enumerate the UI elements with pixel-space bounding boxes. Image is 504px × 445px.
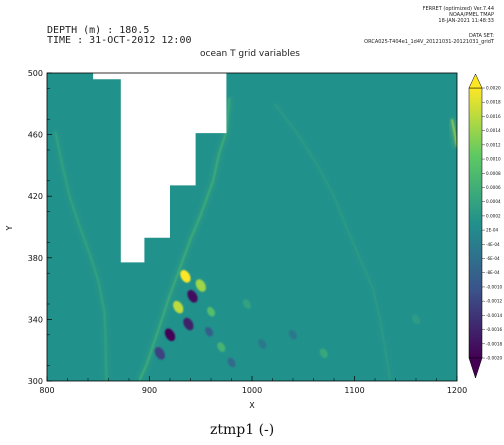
hotspot-14 [242,299,251,309]
front-features [53,97,457,381]
colorbar-labels: 0.0020 0.0018 0.0016 0.0014 0.0012 0.0010 0.00… [482,86,502,361]
colorbar-tick-label: -0.0020 [486,356,502,361]
colorbar-tick-label: 0.0004 [486,199,501,204]
y-tick-label: 340 [28,315,43,324]
hotspot-5 [183,317,194,331]
colorbar-tick-label: -0.0018 [486,341,502,346]
hotspot-7 [154,347,165,360]
x-tick-label: 1100 [344,386,364,395]
dataset-info: DATA SET: ORCA025-T404e1_1d4V_20121031-2… [364,33,494,45]
colorbar-bottom-arrow [468,357,483,379]
dataset-line-1: DATA SET: [469,33,494,39]
colorbar-tick-label: -0.0016 [486,327,502,332]
colorbar-tick-label: 0.0008 [486,171,501,176]
x-axis-label: X [249,401,255,410]
colorbar-tick-label: -4E-04 [486,242,500,247]
colorbar-tick-label: -0.0010 [486,284,502,289]
hotspot-1 [180,270,191,283]
chart-title: ocean T grid variables [200,49,300,59]
colorbar-top-arrow [468,73,483,89]
colorbar: 0.0020 0.0018 0.0016 0.0014 0.0012 0.0010 0.00… [468,73,502,379]
axes: 800 900 1000 1100 1200 300 340 380 420 460 500 [28,69,467,395]
ferret-info: FERRET (optimized) Ver.7.44 NOAA/PMEL TM… [423,6,494,24]
hotspot-15 [319,348,328,359]
plot-area [47,73,457,381]
colorbar-tick-label: 0.0020 [486,86,501,91]
hotspot-3 [195,279,206,292]
colorbar-tick-label: -0.0014 [486,313,502,318]
y-tick-label: 500 [28,69,43,78]
x-tick-label: 1200 [447,386,467,395]
hotspot-6 [164,328,176,342]
colorbar-tick-label: 2E-04 [486,228,498,233]
hotspot-8 [206,306,216,317]
variable-label: ztmp1 (-) [210,422,275,438]
y-axis-label: Y [5,225,14,231]
colorbar-tick-label: 0.0014 [486,128,501,133]
land-mask [93,73,227,263]
colorbar-tick-label: 0.0012 [486,142,501,147]
hotspot-11 [227,357,236,368]
colorbar-body [468,87,483,359]
y-tick-label: 380 [28,254,43,263]
anomaly-hotspots [154,270,421,368]
ferret-line-3: 18-JAN-2021 11:48:33 [438,18,494,24]
x-tick-label: 900 [142,386,157,395]
colorbar-tick-label: 0.0006 [486,185,501,190]
hotspot-13 [288,329,298,340]
hotspot-2 [187,290,198,303]
hotspot-9 [204,326,214,337]
y-tick-label: 420 [28,192,43,201]
time-label: TIME : 31-OCT-2012 12:00 [47,35,192,46]
colorbar-tick-label: -6E-04 [486,256,500,261]
front-line-1 [54,131,108,381]
front-line-3 [274,103,392,381]
colorbar-tick-label: 0.0018 [486,100,501,105]
colorbar-tick-label: -8E-04 [486,270,500,275]
field-background [47,73,457,381]
front-line-2 [138,97,231,381]
y-tick-label: 460 [28,131,43,140]
hotspot-16 [411,314,421,325]
colorbar-tick-label: 0.0002 [486,213,501,218]
front-line-4 [451,119,457,148]
ferret-line-2: NOAA/PMEL TMAP [449,12,494,18]
depth-label: DEPTH (m) : 180.5 [47,25,150,36]
hotspot-4 [173,300,184,314]
y-tick-label: 300 [28,377,43,386]
ferret-line-1: FERRET (optimized) Ver.7.44 [422,6,494,12]
x-tick-label: 1000 [242,386,262,395]
hotspot-12 [258,339,267,349]
colorbar-tick-label: -0.0012 [486,299,502,304]
colorbar-tick-label: 0.0010 [486,157,501,162]
colorbar-tick-label: 0.0016 [486,114,501,119]
hotspot-10 [217,342,226,352]
dataset-line-2: ORCA025-T404e1_1d4V_20121031-20121031_gr… [364,39,494,45]
x-tick-label: 800 [39,386,54,395]
